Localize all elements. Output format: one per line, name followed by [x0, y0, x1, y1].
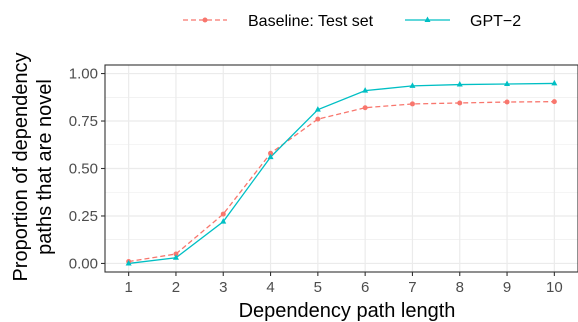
data-point-1-9 [551, 79, 558, 86]
x-tick-label: 10 [546, 279, 563, 296]
data-point-1-2 [220, 218, 227, 224]
data-point-0-1 [173, 251, 179, 257]
series-line-1 [128, 82, 555, 265]
data-point-0-9 [551, 99, 557, 105]
data-point-1-0 [125, 259, 132, 266]
x-tick-label: 4 [266, 279, 274, 296]
data-point-1-5 [362, 87, 369, 93]
x-tick-label: 9 [503, 279, 511, 296]
data-point-0-3 [268, 150, 274, 156]
x-tick-label: 1 [124, 279, 132, 296]
data-point-1-1 [172, 254, 179, 260]
data-point-1-6 [409, 82, 416, 88]
axes: 1 2 3 4 5 6 7 8 9 10 0.00 0.25 0.50 0.75 1.00 [69, 64, 578, 296]
x-tick-label: 5 [314, 279, 322, 296]
legend-marker-gpt2 [424, 16, 431, 22]
series-points [125, 79, 558, 266]
data-point-0-2 [220, 211, 226, 217]
x-tick-label: 7 [408, 279, 416, 296]
y-tick-label: 0.50 [69, 161, 98, 178]
y-tick-label: 0.75 [69, 113, 98, 130]
x-tick-label: 8 [456, 279, 464, 296]
x-tick-label: 2 [172, 279, 180, 296]
data-point-1-8 [504, 80, 511, 86]
x-tick-label: 6 [361, 279, 369, 296]
series-line-0 [128, 101, 555, 263]
data-point-0-7 [457, 100, 463, 106]
y-axis-title-line-1: Proportion of dependency [10, 52, 32, 281]
y-tick-label: 0.00 [69, 255, 98, 272]
legend: Baseline: Test set GPT−2 [183, 13, 521, 30]
y-tick-label: 0.25 [69, 208, 98, 225]
legend-marker-baseline [202, 17, 208, 23]
data-point-1-4 [314, 106, 321, 112]
y-tick-label: 1.00 [69, 66, 98, 83]
grid-lines [105, 65, 578, 272]
data-point-1-3 [267, 153, 274, 160]
data-point-0-4 [315, 116, 321, 122]
y-axis-title-line-2: paths that are novel [34, 79, 56, 255]
series-lines [128, 82, 555, 265]
y-axis-title: Proportion of dependency paths that are … [10, 52, 56, 281]
data-point-0-5 [362, 105, 368, 111]
data-point-0-6 [409, 101, 415, 107]
legend-label-baseline: Baseline: Test set [248, 13, 374, 30]
data-point-1-7 [456, 81, 463, 87]
x-axis-title: Dependency path length [239, 300, 456, 322]
x-tick-label: 3 [219, 279, 227, 296]
legend-label-gpt2: GPT−2 [470, 13, 521, 30]
data-point-0-8 [504, 99, 510, 105]
